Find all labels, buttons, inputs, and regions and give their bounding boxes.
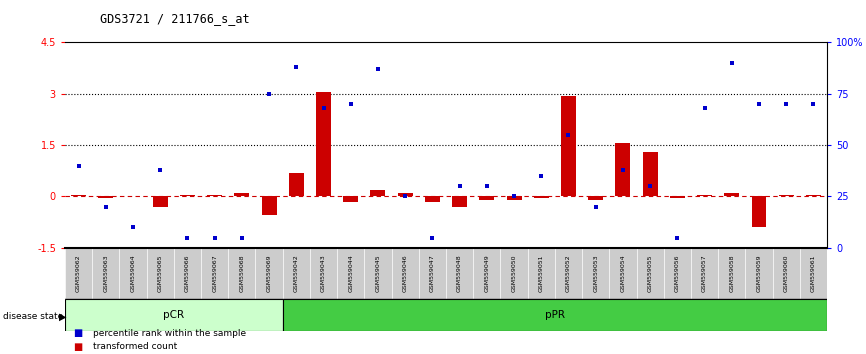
Text: GDS3721 / 211766_s_at: GDS3721 / 211766_s_at xyxy=(100,12,249,25)
Bar xyxy=(397,193,412,196)
Bar xyxy=(371,190,385,196)
Text: pPR: pPR xyxy=(545,310,565,320)
Bar xyxy=(610,248,637,299)
Bar xyxy=(207,195,222,196)
Text: GSM559043: GSM559043 xyxy=(321,255,326,292)
Text: ■: ■ xyxy=(74,342,83,352)
Bar xyxy=(201,248,229,299)
Bar xyxy=(288,172,304,196)
Text: GSM559060: GSM559060 xyxy=(784,255,789,292)
Text: GSM559048: GSM559048 xyxy=(457,255,462,292)
Text: GSM559045: GSM559045 xyxy=(376,255,380,292)
Bar xyxy=(588,196,603,200)
Bar xyxy=(152,196,168,207)
Bar xyxy=(473,248,501,299)
Bar xyxy=(746,248,772,299)
Text: disease state: disease state xyxy=(3,312,63,321)
Bar xyxy=(806,195,821,196)
Bar xyxy=(643,152,657,196)
Bar xyxy=(180,195,195,196)
Bar xyxy=(752,196,766,227)
Bar xyxy=(779,195,793,196)
Bar xyxy=(507,196,521,200)
Text: GSM559044: GSM559044 xyxy=(348,255,353,292)
Text: GSM559068: GSM559068 xyxy=(239,255,244,292)
Bar xyxy=(65,299,282,331)
Bar xyxy=(255,248,282,299)
Text: GSM559067: GSM559067 xyxy=(212,255,217,292)
Bar xyxy=(282,248,310,299)
Bar xyxy=(479,196,494,200)
Text: ▶: ▶ xyxy=(59,312,67,322)
Bar xyxy=(697,195,712,196)
Bar xyxy=(419,248,446,299)
Text: GSM559046: GSM559046 xyxy=(403,255,408,292)
Bar xyxy=(65,248,92,299)
Text: GSM559061: GSM559061 xyxy=(811,255,816,292)
Bar xyxy=(92,248,120,299)
Bar xyxy=(235,193,249,196)
Text: GSM559058: GSM559058 xyxy=(729,255,734,292)
Bar xyxy=(262,196,276,215)
Text: GSM559049: GSM559049 xyxy=(484,255,489,292)
Bar xyxy=(637,248,663,299)
Bar xyxy=(343,196,359,201)
Bar xyxy=(501,248,527,299)
Bar xyxy=(724,193,740,196)
Bar xyxy=(555,248,582,299)
Bar xyxy=(282,299,827,331)
Text: GSM559054: GSM559054 xyxy=(620,255,625,292)
Bar xyxy=(616,143,630,196)
Bar xyxy=(146,248,174,299)
Bar xyxy=(310,248,337,299)
Bar xyxy=(663,248,691,299)
Text: GSM559069: GSM559069 xyxy=(267,255,272,292)
Bar xyxy=(718,248,746,299)
Text: GSM559056: GSM559056 xyxy=(675,255,680,292)
Text: GSM559065: GSM559065 xyxy=(158,255,163,292)
Text: GSM559053: GSM559053 xyxy=(593,255,598,292)
Text: GSM559052: GSM559052 xyxy=(566,255,571,292)
Bar xyxy=(174,248,201,299)
Text: transformed count: transformed count xyxy=(93,342,177,352)
Text: GSM559042: GSM559042 xyxy=(294,255,299,292)
Bar xyxy=(391,248,419,299)
Bar xyxy=(316,92,331,196)
Text: GSM559050: GSM559050 xyxy=(512,255,516,292)
Text: GSM559063: GSM559063 xyxy=(103,255,108,292)
Bar xyxy=(561,96,576,196)
Text: GSM559057: GSM559057 xyxy=(702,255,707,292)
Bar xyxy=(527,248,555,299)
Text: GSM559051: GSM559051 xyxy=(539,255,544,292)
Text: ■: ■ xyxy=(74,329,83,338)
Bar xyxy=(229,248,255,299)
Bar xyxy=(772,248,800,299)
Bar xyxy=(669,196,685,198)
Bar xyxy=(452,196,467,207)
Text: pCR: pCR xyxy=(164,310,184,320)
Bar xyxy=(582,248,610,299)
Text: GSM559055: GSM559055 xyxy=(648,255,653,292)
Text: GSM559059: GSM559059 xyxy=(757,255,761,292)
Bar xyxy=(365,248,391,299)
Bar xyxy=(691,248,718,299)
Bar xyxy=(446,248,473,299)
Text: GSM559064: GSM559064 xyxy=(131,255,135,292)
Bar xyxy=(800,248,827,299)
Bar xyxy=(337,248,365,299)
Bar xyxy=(98,196,113,198)
Bar xyxy=(71,195,86,196)
Text: percentile rank within the sample: percentile rank within the sample xyxy=(93,329,246,338)
Bar xyxy=(425,196,440,201)
Text: GSM559062: GSM559062 xyxy=(76,255,81,292)
Text: GSM559066: GSM559066 xyxy=(185,255,190,292)
Bar xyxy=(120,248,146,299)
Text: GSM559047: GSM559047 xyxy=(430,255,435,292)
Bar xyxy=(533,196,549,198)
